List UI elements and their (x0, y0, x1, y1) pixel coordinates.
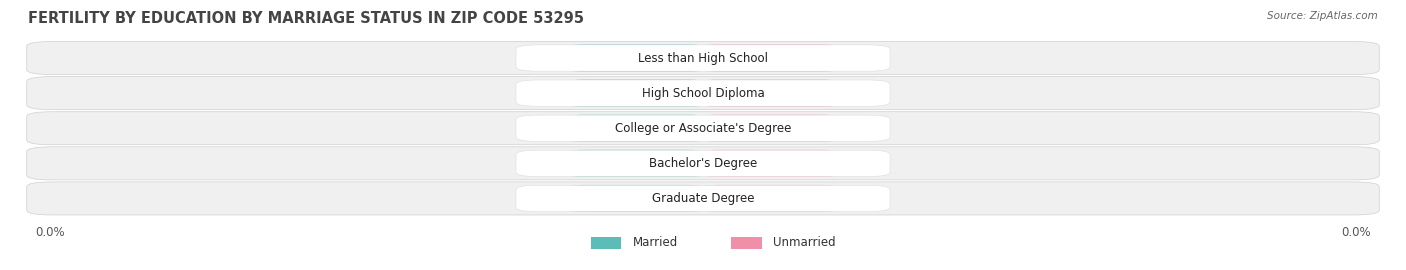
Text: 0.0%: 0.0% (621, 158, 651, 168)
FancyBboxPatch shape (567, 115, 706, 142)
Text: 0.0%: 0.0% (621, 193, 651, 204)
Text: 0.0%: 0.0% (621, 88, 651, 98)
Text: 0.0%: 0.0% (755, 88, 785, 98)
FancyBboxPatch shape (27, 77, 1379, 110)
Text: 0.0%: 0.0% (755, 193, 785, 204)
FancyBboxPatch shape (27, 112, 1379, 145)
Text: 0.0%: 0.0% (755, 158, 785, 168)
Text: Graduate Degree: Graduate Degree (652, 192, 754, 205)
FancyBboxPatch shape (700, 185, 839, 212)
Text: Bachelor's Degree: Bachelor's Degree (650, 157, 756, 170)
FancyBboxPatch shape (700, 45, 839, 72)
FancyBboxPatch shape (27, 42, 1379, 75)
Text: 0.0%: 0.0% (1341, 226, 1371, 239)
Text: Source: ZipAtlas.com: Source: ZipAtlas.com (1267, 11, 1378, 21)
FancyBboxPatch shape (700, 80, 839, 107)
FancyBboxPatch shape (516, 150, 890, 177)
FancyBboxPatch shape (27, 147, 1379, 180)
Text: High School Diploma: High School Diploma (641, 87, 765, 100)
FancyBboxPatch shape (516, 115, 890, 141)
Text: Married: Married (633, 237, 678, 249)
Text: 0.0%: 0.0% (35, 226, 65, 239)
Text: FERTILITY BY EDUCATION BY MARRIAGE STATUS IN ZIP CODE 53295: FERTILITY BY EDUCATION BY MARRIAGE STATU… (28, 11, 583, 26)
FancyBboxPatch shape (516, 185, 890, 212)
Text: 0.0%: 0.0% (621, 53, 651, 63)
Text: 0.0%: 0.0% (621, 123, 651, 133)
FancyBboxPatch shape (700, 150, 839, 177)
FancyBboxPatch shape (567, 150, 706, 177)
Text: Unmarried: Unmarried (773, 237, 837, 249)
FancyBboxPatch shape (591, 237, 621, 249)
FancyBboxPatch shape (731, 237, 762, 249)
Text: Less than High School: Less than High School (638, 52, 768, 65)
FancyBboxPatch shape (27, 182, 1379, 215)
FancyBboxPatch shape (567, 45, 706, 72)
FancyBboxPatch shape (567, 80, 706, 107)
FancyBboxPatch shape (516, 80, 890, 106)
FancyBboxPatch shape (700, 115, 839, 142)
FancyBboxPatch shape (567, 185, 706, 212)
FancyBboxPatch shape (516, 45, 890, 71)
Text: 0.0%: 0.0% (755, 53, 785, 63)
Text: College or Associate's Degree: College or Associate's Degree (614, 122, 792, 135)
Text: 0.0%: 0.0% (755, 123, 785, 133)
